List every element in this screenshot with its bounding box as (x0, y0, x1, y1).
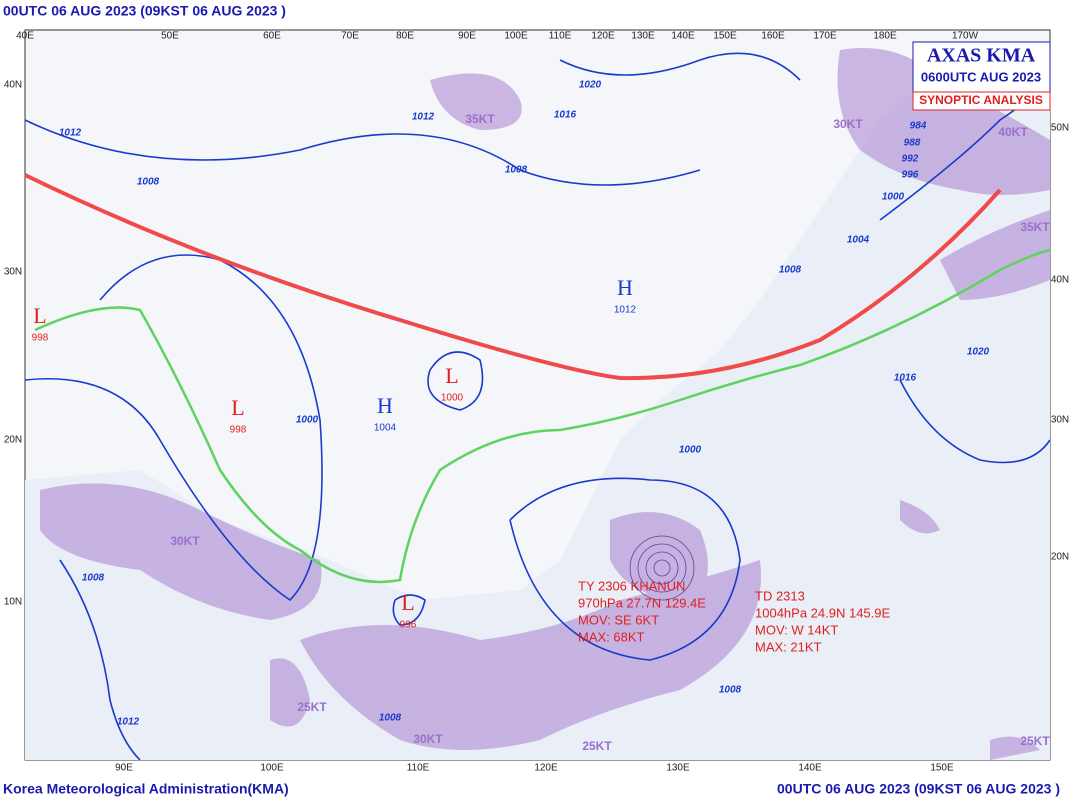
lon-label: 50E (161, 31, 179, 42)
lon-label: 90E (115, 763, 133, 774)
pressure-value: 1004 (374, 423, 397, 434)
lon-label: 130E (666, 763, 690, 774)
pressure-value: 1000 (441, 393, 464, 404)
lon-label: 120E (534, 763, 558, 774)
lon-label: 110E (407, 763, 430, 774)
jet-stream (24, 173, 1002, 381)
wind-label: 25KT (582, 739, 612, 753)
isobar-label: 984 (910, 121, 927, 132)
lon-label: 170W (952, 31, 979, 42)
title-subtitle: SYNOPTIC ANALYSIS (919, 93, 1043, 107)
lon-label: 100E (260, 763, 284, 774)
isobar-label: 1008 (82, 573, 105, 584)
isobar-label: 1008 (779, 265, 802, 276)
lat-label: 10N (4, 597, 22, 608)
lon-label: 140E (798, 763, 822, 774)
typhoon-info: 970hPa 27.7N 129.4E (578, 595, 706, 610)
footer-left: Korea Meteorological Administration(KMA) (3, 781, 289, 797)
lat-label: 50N (1051, 123, 1069, 134)
isobar-label: 1012 (117, 717, 140, 728)
lat-label: 40N (1051, 275, 1069, 286)
isobar-label: 1020 (967, 347, 990, 358)
lat-label: 30N (4, 267, 22, 278)
lon-label: 60E (263, 31, 281, 42)
lon-label: 170E (813, 31, 837, 42)
isobar-label: 1000 (296, 415, 319, 426)
wind-label: 30KT (413, 732, 443, 746)
pressure-value: 998 (32, 333, 49, 344)
pressure-center: L (33, 303, 46, 328)
lat-label: 40N (4, 80, 22, 91)
title: AXAS KMA (927, 45, 1036, 67)
isobar-label: 992 (902, 154, 919, 165)
lat-label: 30N (1051, 415, 1069, 426)
isobar-label: 988 (904, 138, 921, 149)
wind-label: 25KT (1020, 734, 1050, 748)
isobar-label: 1016 (554, 110, 577, 121)
pressure-center: H (617, 275, 633, 300)
wind-label: 30KT (833, 117, 863, 131)
typhoon-info: TY 2306 KHANUN (578, 578, 685, 593)
wind-label: 25KT (297, 700, 327, 714)
header: 00UTC 06 AUG 2023 (09KST 06 AUG 2023 ) (3, 3, 286, 19)
lon-label: 140E (671, 31, 695, 42)
depression-info: MAX: 21KT (755, 639, 822, 654)
lon-label: 80E (396, 31, 414, 42)
isobar-label: 1008 (505, 165, 528, 176)
wind-label: 30KT (170, 534, 200, 548)
lon-label: 70E (341, 31, 359, 42)
pressure-center: L (401, 590, 414, 615)
isobar-label: 996 (902, 170, 919, 181)
lon-label: 90E (458, 31, 476, 42)
wind-label: 40KT (998, 125, 1028, 139)
lon-label: 180E (873, 31, 897, 42)
wind-label: 35KT (465, 112, 495, 126)
typhoon-rings (629, 535, 695, 601)
isobar-label: 1000 (679, 445, 702, 456)
lon-label: 110E (549, 31, 572, 42)
pressure-center: L (445, 363, 458, 388)
isobar-label: 1016 (894, 373, 917, 384)
pressure-value: 998 (230, 425, 247, 436)
isobar-label: 1008 (719, 685, 742, 696)
lon-label: 120E (591, 31, 615, 42)
lon-label: 100E (504, 31, 528, 42)
lat-label: 20N (4, 435, 22, 446)
lat-label: 20N (1051, 552, 1069, 563)
lon-label: 160E (761, 31, 785, 42)
lon-label: 150E (713, 31, 737, 42)
typhoon-info: MOV: SE 6KT (578, 612, 659, 627)
pressure-value: 996 (400, 620, 417, 631)
typhoon-info: MAX: 68KT (578, 629, 645, 644)
title-time: 0600UTC AUG 2023 (921, 69, 1041, 84)
pressure-center: L (231, 395, 244, 420)
depression-info: TD 2313 (755, 588, 805, 603)
lon-label: 40E (16, 31, 34, 42)
isobar-label: 1008 (137, 177, 160, 188)
title-box-sub (912, 91, 1051, 111)
isobar-label: 1008 (379, 713, 402, 724)
isobar-label: 1012 (412, 112, 435, 123)
lon-label: 130E (631, 31, 655, 42)
footer-right: 00UTC 06 AUG 2023 (09KST 06 AUG 2023 ) (777, 781, 1060, 797)
isobar-label: 1020 (579, 80, 602, 91)
isobar-label: 1000 (882, 192, 905, 203)
front (34, 248, 1051, 584)
isobar-label: 1004 (847, 235, 870, 246)
pressure-value: 1012 (614, 305, 637, 316)
depression-info: 1004hPa 24.9N 145.9E (755, 605, 890, 620)
pressure-center: H (377, 393, 393, 418)
depression-info: MOV: W 14KT (755, 622, 838, 637)
lon-label: 150E (930, 763, 954, 774)
isobar-label: 1012 (59, 128, 82, 139)
wind-label: 35KT (1020, 220, 1050, 234)
